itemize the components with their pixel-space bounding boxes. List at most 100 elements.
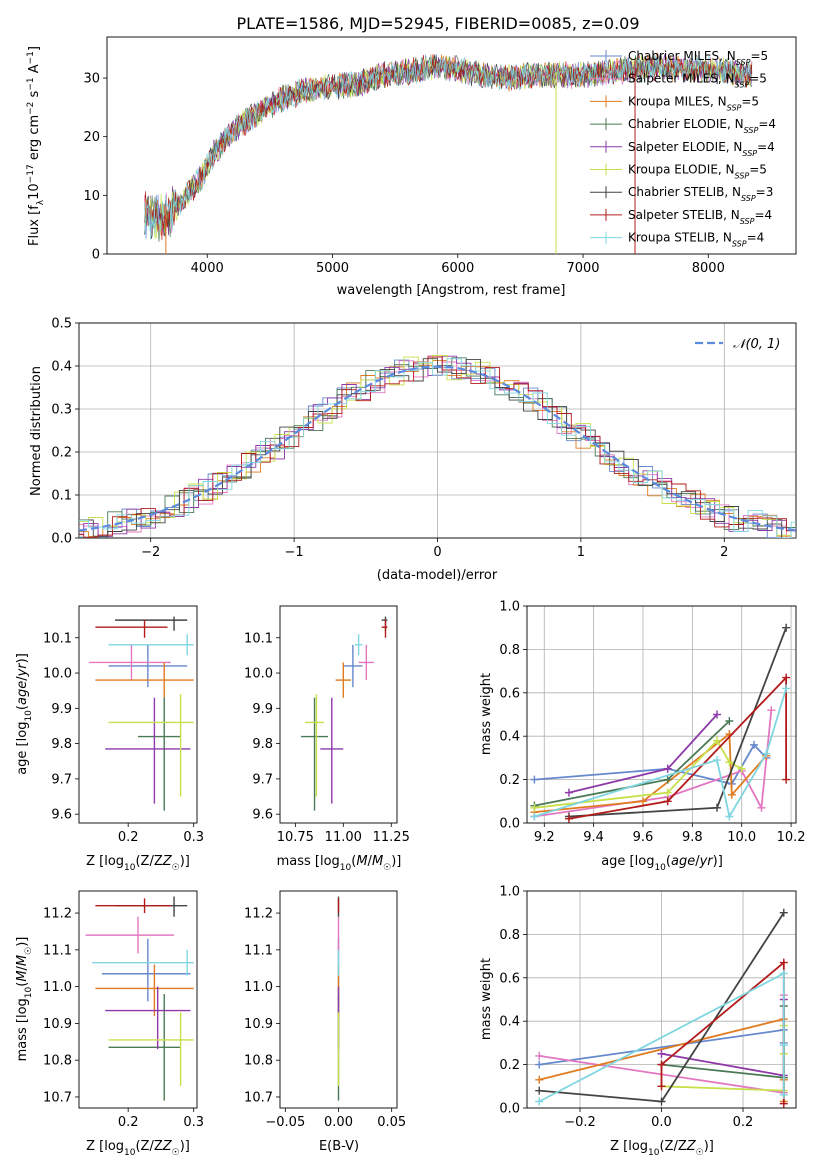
spectrum-xtick-label-1: 5000 [316, 261, 349, 276]
legend-label-5: Kroupa ELODIE, NSSP=5 [628, 163, 767, 181]
weight-vs-age-xtick-label-1: 9.4 [583, 830, 604, 845]
residuals-xtick-label-2: 0 [433, 545, 441, 560]
age-vs-Z-ytick-label-2: 9.8 [51, 737, 72, 752]
weight-vs-age-marker-4-1 [663, 764, 672, 773]
weight-vs-age-ytick-label-4: 0.8 [499, 643, 520, 658]
weight-vs-age-xtick-label-3: 9.8 [682, 830, 703, 845]
weight-vs-Z-ytick-label-4: 0.8 [499, 928, 520, 943]
weight-vs-Z-line-4 [661, 999, 785, 1077]
weight-vs-age-marker-8-3 [762, 749, 771, 758]
residuals-xtick-label-0: −2 [141, 545, 160, 560]
weight-vs-Z-ytick-label-2: 0.4 [499, 1015, 520, 1030]
weight-vs-age-marker-3-2 [725, 717, 734, 726]
mass-vs-ebv-ytick-label-3: 11.0 [244, 980, 273, 995]
figure-title: PLATE=1586, MJD=52945, FIBERID=0085, z=0… [236, 14, 639, 33]
mass-vs-Z-frame [78, 890, 198, 1109]
spectrum-series-group [144, 52, 753, 254]
spectrum-xtick-label-0: 4000 [191, 261, 224, 276]
weight-vs-Z-ytick-label-0: 0.0 [499, 1102, 520, 1117]
spectrum-ytick-label-0: 0 [92, 248, 100, 263]
legend-normal-label: 𝒩(0, 1) [733, 337, 780, 352]
weight-vs-age-marker-8-4 [782, 684, 791, 693]
weight-vs-age-marker-5-1 [663, 788, 672, 797]
weight-vs-age-marker-1-3 [757, 803, 766, 812]
weight-vs-age-marker-8-1 [713, 756, 722, 765]
age-vs-mass-xtick-label-0: 10.75 [277, 830, 314, 845]
legend-label-3: Chabrier ELODIE, NSSP=4 [628, 117, 776, 135]
age-vs-mass-ytick-label-4: 10.0 [244, 667, 273, 682]
weight-vs-age-marker-0-0 [530, 775, 539, 784]
weight-vs-age-marker-2-3 [727, 790, 736, 799]
age-vs-mass-ytick-label-1: 9.7 [252, 772, 273, 787]
age-vs-Z-frame [78, 605, 198, 824]
age-vs-Z-ytick-label-3: 9.9 [51, 702, 72, 717]
spectrum-ytick-label-1: 10 [83, 189, 100, 204]
weight-vs-Z-marker-8-0 [535, 1097, 544, 1106]
weight-vs-age-ytick-label-1: 0.2 [499, 773, 520, 788]
residuals-ytick-label-1: 0.1 [51, 489, 72, 504]
age-vs-Z-ytick-label-1: 9.7 [51, 772, 72, 787]
ageZ-ylabel: age [log10(age/yr)] [15, 653, 34, 775]
weight-vs-Z-ytick-label-1: 0.2 [499, 1058, 520, 1073]
residual-ylabel: Normed distribution [29, 366, 44, 496]
weight-vs-Z-marker-6-0 [535, 1086, 544, 1095]
weight-vs-age-marker-4-2 [713, 710, 722, 719]
weight-vs-Z-marker-0-0 [535, 1060, 544, 1069]
mass-vs-Z-ytick-label-4: 11.1 [43, 943, 72, 958]
spectrum-frame [106, 36, 797, 255]
mass-vs-ebv-ytick-label-1: 10.8 [244, 1054, 273, 1069]
weight-vs-Z-marker-1-0 [535, 1051, 544, 1060]
age-vs-mass-ytick-label-2: 9.8 [252, 737, 273, 752]
legend-label-0: Chabrier MILES, NSSP=5 [628, 49, 768, 67]
weight-vs-Z-marker-2-0 [535, 1075, 544, 1084]
weight-vs-Z-line-5 [661, 1025, 785, 1092]
spectrum-ylabel: Flux [fλ10−17 erg cm−2 s−1 A−1] [26, 46, 46, 246]
weight-vs-age-marker-8-0 [530, 812, 539, 821]
residual-series-group [79, 355, 796, 538]
age-vs-mass-ytick-label-3: 9.9 [252, 702, 273, 717]
residual-hist-salpeter-stelib [79, 356, 796, 538]
mass-vs-Z-ytick-label-1: 10.8 [43, 1054, 72, 1069]
weight-vs-Z-marker-7-0 [657, 1082, 666, 1091]
mass-vs-ebv-ytick-label-2: 10.9 [244, 1017, 273, 1032]
mass-vs-ebv-ytick-label-4: 11.1 [244, 943, 273, 958]
massEbv-xlabel: E(B-V) [319, 1139, 359, 1154]
weight-vs-Z-marker-7-2 [779, 958, 788, 967]
residuals-xtick-label-1: −1 [285, 545, 304, 560]
weight-vs-Z-line-3 [661, 1006, 785, 1079]
weight-vs-age-marker-5-0 [530, 803, 539, 812]
age-vs-Z-ytick-label-5: 10.1 [43, 631, 72, 646]
weight-vs-age-marker-2-1 [638, 797, 647, 806]
weight-vs-age-marker-5-2 [713, 736, 722, 745]
mass-vs-Z-xtick-label-0: 0.2 [118, 1115, 139, 1130]
weight-vs-age-ytick-label-0: 0.0 [499, 817, 520, 832]
age-vs-mass-ytick-label-5: 10.1 [244, 631, 273, 646]
residuals-ytick-label-0: 0.0 [51, 532, 72, 547]
weight-vs-Z-marker-4-0 [657, 1049, 666, 1058]
mass-vs-ebv-xtick-label-1: 0.00 [324, 1115, 353, 1130]
weight-vs-Z-xtick-label-2: 0.2 [733, 1115, 754, 1130]
normal-curve [79, 365, 796, 532]
ageZ-xlabel: Z [log10(Z/ZZ☉)] [86, 854, 190, 873]
weight-vs-age-marker-5-3 [725, 758, 734, 767]
weight-vs-Z-ytick-label-5: 1.0 [499, 885, 520, 900]
residuals-ytick-label-3: 0.3 [51, 403, 72, 418]
spectrum-xtick-label-3: 7000 [566, 261, 599, 276]
weight-vs-age-xtick-label-2: 9.6 [633, 830, 654, 845]
mass-vs-ebv-xtick-label-0: −0.05 [265, 1115, 305, 1130]
weight-vs-age-marker-4-0 [564, 788, 573, 797]
mass-vs-ebv-ytick-label-0: 10.7 [244, 1090, 273, 1105]
weightAge-ylabel: mass weight [479, 673, 494, 755]
spectrum-xtick-label-2: 6000 [441, 261, 474, 276]
residuals-ytick-label-5: 0.5 [51, 317, 72, 332]
legend-label-6: Chabrier STELIB, NSSP=3 [628, 185, 773, 203]
weight-vs-age-xtick-label-0: 9.2 [534, 830, 555, 845]
residual-hist-salpeter-miles [79, 355, 796, 538]
residuals-xtick-label-3: 1 [577, 545, 585, 560]
mass-vs-Z-xtick-label-1: 0.3 [183, 1115, 204, 1130]
weight-vs-age-marker-6-2 [782, 623, 791, 632]
weight-vs-age-series [530, 623, 791, 823]
mass-vs-Z-ytick-label-5: 11.2 [43, 907, 72, 922]
age-vs-mass-points [301, 616, 388, 811]
